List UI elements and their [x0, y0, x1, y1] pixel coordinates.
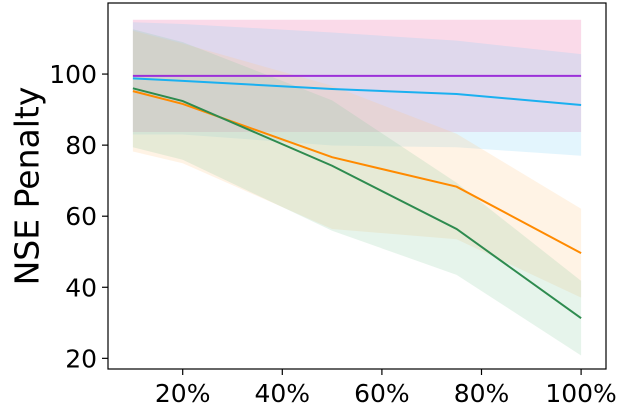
y-tick-label: 40 [65, 273, 97, 302]
x-tick-label: 80% [454, 379, 510, 408]
x-tick-label: 40% [255, 379, 311, 408]
series-4-line [132, 87, 582, 319]
plot-frame [107, 2, 607, 370]
x-tick-label: 60% [354, 379, 410, 408]
confidence-bands [132, 19, 582, 356]
y-axis: 20 40 60 80 100 [49, 60, 108, 373]
y-tick-label: 60 [65, 202, 97, 231]
y-tick-label: 100 [49, 60, 97, 89]
x-tick-label: 20% [155, 379, 211, 408]
series-3-line [132, 90, 582, 255]
series-3-band [132, 30, 582, 298]
y-tick-label: 80 [65, 131, 97, 160]
series-4-band [132, 29, 582, 356]
y-tick-label: 20 [65, 344, 97, 373]
x-tick-label: 100% [545, 379, 616, 408]
x-axis: 20% 40% 60% 80% 100% [155, 369, 617, 408]
series-2-line [132, 77, 582, 106]
series-lines [132, 74, 582, 319]
y-axis-label: NSE Penalty [8, 87, 47, 286]
